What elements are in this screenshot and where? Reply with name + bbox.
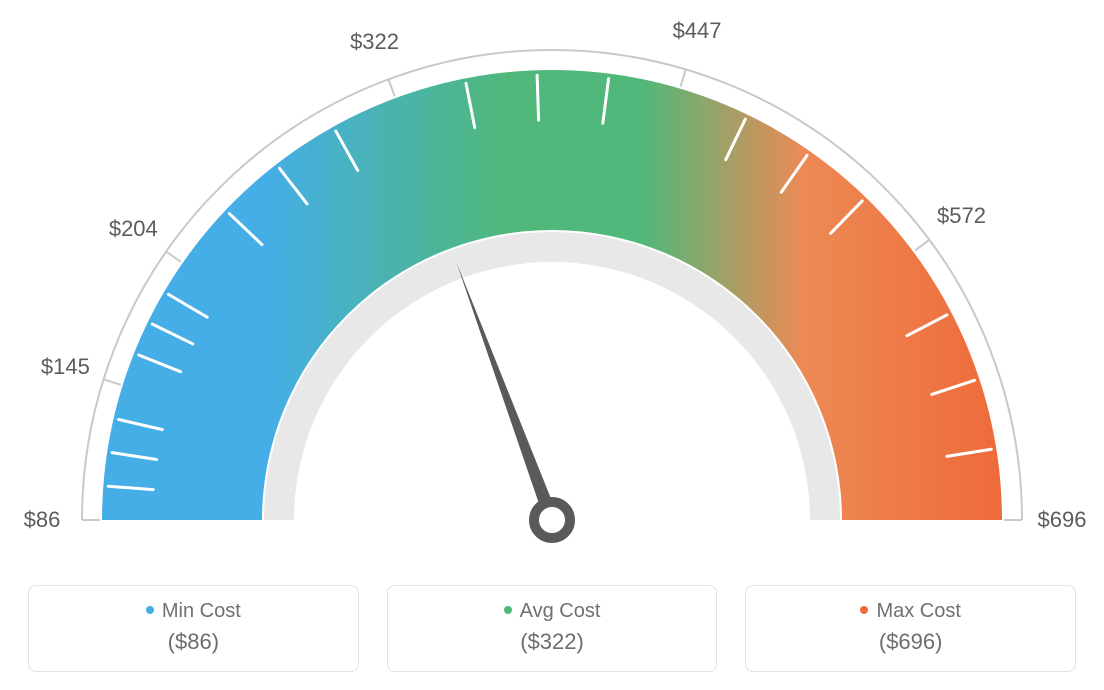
gauge-tick-label: $86 [24, 507, 61, 533]
max-dot-icon [860, 606, 868, 614]
min-cost-card: Min Cost ($86) [28, 585, 359, 672]
avg-dot-icon [504, 606, 512, 614]
avg-cost-value: ($322) [388, 629, 717, 655]
cost-gauge: $86 $145 $204 $322 $447 $572 $696 [0, 0, 1104, 560]
summary-cards: Min Cost ($86) Avg Cost ($322) Max Cost … [0, 585, 1104, 672]
gauge-tick-label: $696 [1038, 507, 1087, 533]
gauge-tick-label: $447 [673, 18, 722, 44]
max-cost-value: ($696) [746, 629, 1075, 655]
gauge-tick-label: $204 [109, 216, 158, 242]
max-cost-card: Max Cost ($696) [745, 585, 1076, 672]
min-cost-title: Min Cost [29, 600, 358, 623]
avg-cost-title: Avg Cost [388, 600, 717, 623]
gauge-tick-label: $572 [937, 203, 986, 229]
gauge-tick-label: $322 [350, 29, 399, 55]
min-cost-value: ($86) [29, 629, 358, 655]
avg-cost-label: Avg Cost [520, 600, 601, 622]
max-cost-label: Max Cost [876, 600, 960, 622]
max-cost-title: Max Cost [746, 600, 1075, 623]
min-cost-label: Min Cost [162, 600, 241, 622]
min-dot-icon [146, 606, 154, 614]
gauge-svg [0, 0, 1104, 560]
avg-cost-card: Avg Cost ($322) [387, 585, 718, 672]
gauge-tick-label: $145 [41, 354, 90, 380]
